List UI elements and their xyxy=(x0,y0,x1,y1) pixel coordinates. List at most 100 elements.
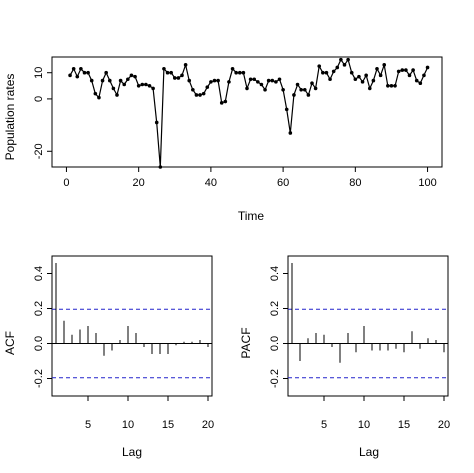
pacf-x-tick-label: 20 xyxy=(438,419,450,431)
data-point xyxy=(104,70,108,75)
data-point xyxy=(302,87,307,92)
acf-y-tick-label: 0.4 xyxy=(33,266,45,281)
data-point xyxy=(342,63,347,67)
data-point xyxy=(357,74,361,79)
data-point xyxy=(353,77,358,82)
data-point xyxy=(227,80,231,84)
data-point xyxy=(407,73,412,78)
data-point xyxy=(75,74,80,79)
data-point xyxy=(241,70,246,75)
data-point xyxy=(118,78,123,83)
data-point xyxy=(375,66,379,71)
time-series-y-axis-label: Population rates xyxy=(3,74,17,161)
data-point xyxy=(169,70,173,75)
data-point xyxy=(140,82,145,87)
data-point xyxy=(126,77,130,82)
data-point xyxy=(219,101,224,105)
data-point xyxy=(129,73,134,78)
data-point xyxy=(328,77,332,82)
data-point xyxy=(306,93,311,97)
population-rate-line xyxy=(69,58,429,168)
time-series-ticks xyxy=(47,72,429,172)
data-point xyxy=(292,93,296,97)
acf-x-axis-label: Lag xyxy=(122,445,142,459)
time-y-tick-label: -20 xyxy=(33,143,45,159)
acf-x-tick-label: 10 xyxy=(122,419,134,431)
data-point xyxy=(389,84,394,88)
pacf-y-axis-label: PACF xyxy=(239,327,253,358)
data-point xyxy=(259,82,264,87)
data-point xyxy=(349,70,354,75)
data-point xyxy=(371,78,376,83)
time-y-tick-label: 0 xyxy=(33,96,45,102)
data-point xyxy=(198,93,202,97)
data-point xyxy=(216,78,220,83)
time-x-tick-label: 0 xyxy=(63,177,69,189)
data-point xyxy=(187,78,192,83)
data-point xyxy=(248,77,253,82)
data-point xyxy=(263,87,267,92)
time-x-tick-label: 60 xyxy=(277,177,289,189)
data-point xyxy=(360,80,365,84)
acf-x-tick-label: 5 xyxy=(85,419,91,431)
data-point xyxy=(89,78,94,83)
data-point xyxy=(115,93,119,97)
time-series-x-tick-labels: 0 20 40 60 80 100 xyxy=(63,177,436,189)
data-point xyxy=(71,66,76,71)
data-point xyxy=(367,86,372,91)
time-series-panel: 0 20 40 60 80 100 -20 0 10 Time Population rate… xyxy=(3,56,443,223)
data-point xyxy=(256,80,260,84)
data-point xyxy=(107,78,112,83)
time-x-tick-label: 20 xyxy=(133,177,145,189)
pacf-y-tick-label: 0.2 xyxy=(269,301,281,316)
data-point xyxy=(223,99,228,104)
data-point xyxy=(86,70,90,75)
acf-panel: 5 10 15 20 -0.2 0.0 0.2 0.4 Lag ACF xyxy=(3,255,214,459)
data-point xyxy=(364,73,368,78)
data-point xyxy=(321,70,325,75)
data-point xyxy=(404,68,408,72)
data-point xyxy=(274,80,278,84)
pacf-x-tick-label: 5 xyxy=(321,419,327,431)
data-point xyxy=(393,84,397,88)
time-series-x-axis-label: Time xyxy=(238,209,265,223)
acf-y-tick-label: 0.2 xyxy=(33,301,45,316)
data-point xyxy=(245,86,249,91)
data-point xyxy=(194,93,199,97)
data-point xyxy=(313,86,318,91)
data-point xyxy=(234,70,238,75)
data-point xyxy=(295,82,300,87)
data-point xyxy=(425,65,430,70)
pacf-y-tick-label: 0.0 xyxy=(269,336,281,351)
data-point xyxy=(230,66,235,71)
time-x-tick-label: 80 xyxy=(349,177,361,189)
data-point xyxy=(411,68,415,72)
data-point xyxy=(288,131,293,135)
pacf-y-tick-label: 0.4 xyxy=(269,266,281,281)
acf-y-axis-label: ACF xyxy=(3,331,17,355)
data-point xyxy=(400,68,405,72)
acf-y-tick-label: 0.0 xyxy=(33,336,45,351)
data-point xyxy=(281,87,285,92)
data-point xyxy=(154,120,159,125)
data-point xyxy=(68,73,72,78)
acf-frame xyxy=(51,255,213,397)
data-point xyxy=(93,91,98,96)
pacf-x-tick-label: 10 xyxy=(358,419,370,431)
data-point xyxy=(209,80,213,84)
data-point xyxy=(144,82,148,87)
data-point xyxy=(97,95,101,100)
time-series-frame xyxy=(51,56,443,168)
pacf-y-tick-label: -0.2 xyxy=(269,369,281,388)
data-point xyxy=(310,81,314,85)
population-rate-points xyxy=(68,57,430,169)
data-point xyxy=(100,78,105,83)
pacf-frame xyxy=(287,255,449,397)
pacf-panel: 5 10 15 20 -0.2 0.0 0.2 0.4 Lag PACF xyxy=(239,255,450,459)
data-point xyxy=(79,66,83,71)
data-point xyxy=(191,87,195,92)
pacf-x-tick-label: 15 xyxy=(398,419,410,431)
data-point xyxy=(165,70,170,75)
data-point xyxy=(339,57,343,62)
